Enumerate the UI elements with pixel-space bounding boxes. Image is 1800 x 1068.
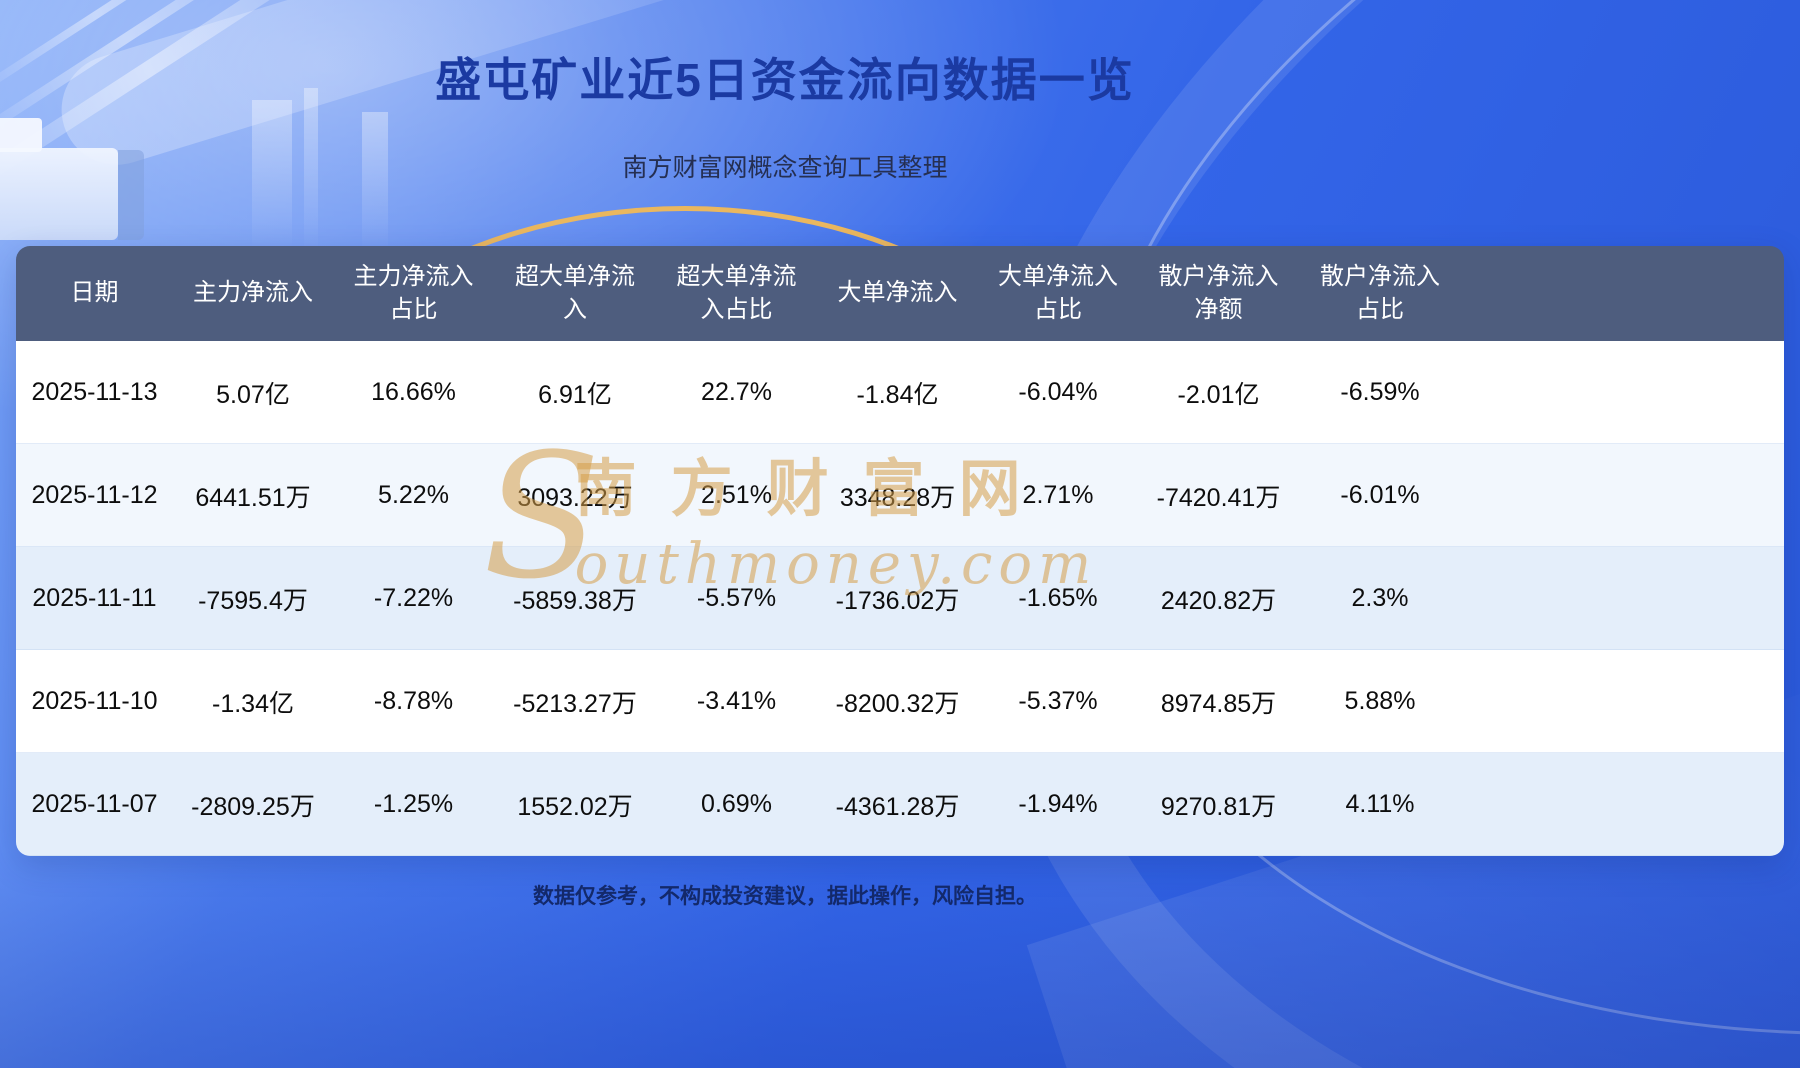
building-graphic — [0, 118, 42, 152]
table-row: 2025-11-07 -2809.25万 -1.25% 1552.02万 0.69% -4… — [16, 753, 1784, 856]
gold-arc — [240, 206, 1130, 856]
value-cell: 16.66% — [371, 378, 456, 406]
date-cell: 2025-11-11 — [32, 584, 157, 612]
fund-flow-table: 日期 主力净流入 主力净流入 占比 超大单净流 入超大单净流 入占比 大单净流入 大单净流… — [16, 246, 1784, 856]
column-header: 主力净流入 — [193, 279, 313, 307]
value-cell: -1.34亿 — [212, 689, 294, 718]
value-cell: -3.41% — [696, 687, 777, 715]
header-block: 盛屯矿业近5日资金流向数据一览 南方财富网概念查询工具整理 — [0, 44, 1570, 184]
value-cell: 3348.28万 — [839, 483, 956, 512]
value-cell: -1.94% — [1018, 790, 1098, 818]
value-cell: -1.84亿 — [856, 380, 939, 409]
value-cell: -7595.4万 — [198, 586, 308, 615]
column-header: 超大单净流 入占比 — [676, 263, 797, 323]
value-cell: 6441.51万 — [195, 483, 311, 512]
value-cell: -5213.27万 — [513, 689, 637, 718]
date-cell: 2025-11-12 — [31, 481, 158, 509]
building-graphic — [0, 148, 118, 240]
value-cell: -1.25% — [373, 790, 454, 818]
value-cell: -6.01% — [1340, 481, 1420, 509]
value-cell: -5.57% — [696, 584, 777, 612]
value-cell: 5.88% — [1344, 687, 1416, 715]
value-cell: 9270.81万 — [1160, 792, 1277, 821]
light-pillar — [362, 112, 388, 252]
value-cell: -1736.02万 — [835, 586, 960, 615]
column-header: 日期 — [70, 279, 119, 307]
value-cell: 2420.82万 — [1160, 586, 1277, 615]
table-row: 2025-11-12 6441.51万 5.22% 3093.22万 2.51% 3348… — [16, 444, 1784, 547]
date-cell: 2025-11-07 — [31, 790, 158, 818]
value-cell: 8974.85万 — [1160, 689, 1277, 718]
table-row: 2025-11-10 -1.34亿 -8.78% -5213.27万 -3.41% -82… — [16, 650, 1784, 753]
value-cell: 0.69% — [701, 790, 772, 818]
value-cell: -8200.32万 — [835, 689, 960, 718]
date-cell: 2025-11-10 — [31, 687, 158, 715]
light-pillar — [252, 100, 292, 250]
disclaimer-text: 数据仅参考，不构成投资建议，据此操作，风险自担。 — [533, 885, 1037, 908]
value-cell: 1552.02万 — [517, 792, 633, 821]
value-cell: 5.07亿 — [216, 380, 290, 409]
value-cell: 3093.22万 — [517, 483, 633, 512]
table-row: 2025-11-11 -7595.4万 -7.22% -5859.38万 -5.57% -… — [16, 547, 1784, 650]
date-cell: 2025-11-13 — [31, 378, 158, 406]
column-header: 散户净流入 净额 — [1158, 263, 1279, 323]
value-cell: -5859.38万 — [513, 586, 637, 615]
bottom-shade — [0, 848, 1800, 1068]
table-body: 2025-11-13 5.07亿 16.66% 6.91亿 22.7% -1.84亿 -6.… — [16, 341, 1784, 856]
value-cell: -6.04% — [1018, 378, 1098, 406]
value-cell: -7420.41万 — [1156, 483, 1281, 512]
value-cell: -6.59% — [1340, 378, 1420, 406]
column-header: 散户净流入 占比 — [1320, 263, 1440, 323]
value-cell: -2.01亿 — [1177, 380, 1260, 409]
value-cell: -7.22% — [373, 584, 454, 612]
value-cell: 2.71% — [1022, 481, 1094, 509]
value-cell: -5.37% — [1018, 687, 1098, 715]
value-cell: 5.22% — [378, 481, 449, 509]
value-cell: 22.7% — [701, 378, 772, 406]
page-subtitle: 南方财富网概念查询工具整理 — [622, 154, 948, 182]
value-cell: -4361.28万 — [835, 792, 960, 821]
column-header: 大单净流入 — [837, 279, 958, 307]
value-cell: 2.3% — [1351, 584, 1409, 612]
column-header: 超大单净流 入 — [515, 263, 635, 323]
column-header: 主力净流入 占比 — [353, 263, 474, 323]
value-cell: 2.51% — [701, 481, 772, 509]
column-header: 大单净流入 占比 — [998, 263, 1118, 323]
table-row: 2025-11-13 5.07亿 16.66% 6.91亿 22.7% -1.84亿 -6.… — [16, 341, 1784, 444]
table-header-row: 日期 主力净流入 主力净流入 占比 超大单净流 入超大单净流 入占比 大单净流入 大单净流… — [16, 246, 1784, 341]
value-cell: -1.65% — [1018, 584, 1098, 612]
value-cell: -2809.25万 — [191, 792, 315, 821]
light-pillar — [304, 88, 318, 253]
page-title: 盛屯矿业近5日资金流向数据一览 — [435, 54, 1135, 106]
value-cell: -8.78% — [373, 687, 454, 715]
value-cell: 4.11% — [1345, 790, 1415, 818]
building-graphic — [118, 150, 144, 240]
value-cell: 6.91亿 — [538, 380, 612, 409]
